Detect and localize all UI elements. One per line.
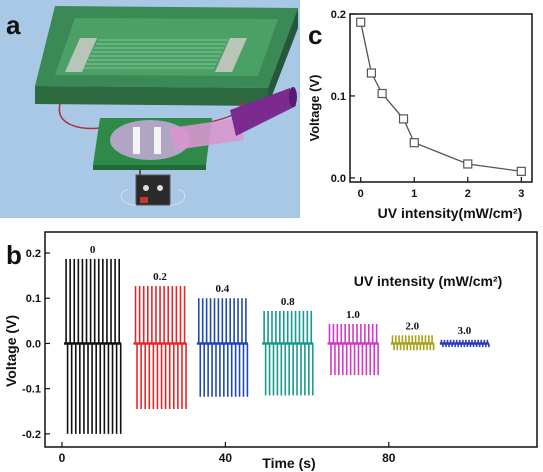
- b-xtick-label: 40: [219, 451, 233, 465]
- uv-spot: [110, 120, 190, 160]
- b-series-label: 0: [90, 244, 96, 256]
- b-ytick-label: -0.1: [22, 384, 41, 396]
- b-series-label: 0.2: [153, 271, 167, 283]
- device-side: [268, 8, 298, 106]
- c-xtick-label: 3: [518, 188, 524, 200]
- c-data-point: [409, 138, 419, 148]
- b-series-3-0: 3.0: [439, 325, 490, 348]
- b-ytick-label: -0.2: [22, 429, 41, 441]
- b-series-0: 0: [64, 244, 122, 434]
- uv-beam: [170, 118, 244, 150]
- b-series-label: 3.0: [457, 325, 471, 337]
- b-series-0-4: 0.4: [196, 283, 249, 397]
- panel-a-letter: a: [6, 10, 21, 40]
- b-series-1-0: 1.0: [327, 309, 379, 376]
- b-series-label: 0.8: [281, 296, 295, 308]
- c-data-point: [463, 159, 473, 169]
- b-series-2-0: 2.0: [390, 320, 435, 351]
- uv-lamp: [230, 88, 296, 136]
- b-xtick-label: 80: [382, 451, 396, 465]
- b-series-label: 0.4: [215, 283, 229, 295]
- electrode-fingers: [65, 38, 247, 72]
- c-ytick-label: 0.2: [331, 9, 346, 21]
- b-plot-frame: [44, 231, 538, 448]
- sensor-electrode-1: [133, 127, 140, 154]
- panel-c-chart: c 0 1 2 3 0.0 0.1 0.2 Voltage (V) UV intensity…: [307, 9, 533, 221]
- device-front: [35, 86, 268, 106]
- b-legend-title: UV intensity (mW/cm²): [354, 273, 503, 289]
- c-xtick-label: 0: [358, 188, 364, 200]
- b-series-0-8: 0.8: [262, 296, 314, 396]
- b-ytick-label: 0.2: [26, 248, 41, 260]
- c-data-point: [356, 17, 366, 27]
- panel-b-letter: b: [6, 240, 22, 270]
- b-ytick-label: 0.1: [26, 293, 41, 305]
- c-xlabel: UV intensity(mW/cm²): [378, 205, 523, 221]
- c-plot-frame: [349, 13, 533, 183]
- c-ytick-label: 0.0: [331, 173, 346, 185]
- b-series-label: 1.0: [346, 309, 360, 321]
- b-ytick-label: 0.0: [26, 338, 41, 350]
- c-ylabel: Voltage (V): [307, 75, 322, 142]
- b-ylabel: Voltage (V): [3, 315, 19, 387]
- c-data-point: [516, 166, 526, 176]
- c-xtick-label: 2: [465, 188, 471, 200]
- b-series-0-2: 0.2: [133, 271, 187, 409]
- panel-a-schematic: a: [0, 0, 300, 218]
- wire-left: [58, 103, 101, 130]
- b-xtick-label: 0: [59, 451, 66, 465]
- c-xtick-label: 1: [411, 188, 417, 200]
- c-data-point: [398, 114, 409, 124]
- b-xlabel: Time (s): [262, 455, 315, 471]
- panel-b-chart: b 0 40 80 0.2 0.1 0.0 -0.1 -0.2 0 0.2 0.4 0.8 1.0 2.0…: [3, 231, 538, 471]
- c-ytick-label: 0.1: [331, 91, 346, 103]
- c-data-point: [377, 88, 387, 99]
- panel-c-letter: c: [308, 20, 322, 50]
- c-data-point: [366, 68, 377, 78]
- b-series-label: 2.0: [405, 320, 419, 332]
- sensor-electrode-2: [154, 127, 161, 154]
